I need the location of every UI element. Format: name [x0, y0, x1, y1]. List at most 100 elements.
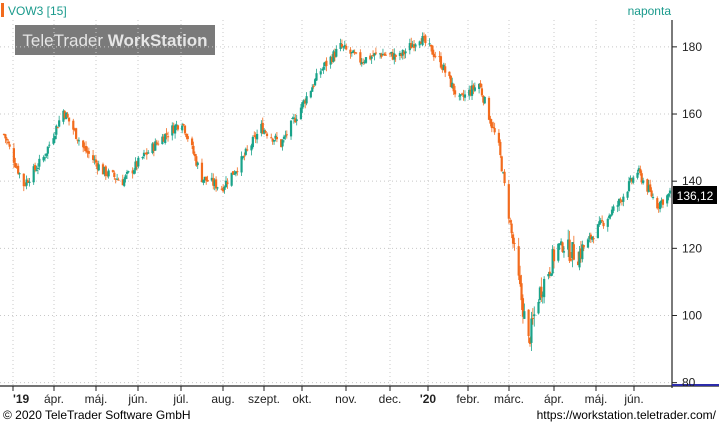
candle-up: [107, 170, 110, 177]
candle-up: [339, 43, 342, 49]
x-tick-label: júl.: [172, 392, 188, 406]
candle-up: [18, 173, 21, 175]
candle-down: [519, 275, 522, 285]
candle-up: [38, 158, 41, 167]
candle-up: [77, 140, 81, 142]
candle-down: [22, 173, 25, 187]
candle-down: [552, 249, 556, 262]
candle-up: [45, 153, 48, 156]
candle-up: [636, 172, 639, 178]
candle-up: [428, 43, 431, 45]
website-link[interactable]: https://workstation.teletrader.com/: [537, 408, 717, 422]
candle-up: [35, 169, 38, 171]
candle-up: [151, 143, 154, 153]
candle-down: [63, 111, 66, 118]
candle-up: [560, 241, 563, 245]
candle-up: [651, 196, 655, 198]
candle-down: [190, 138, 194, 146]
candle-up: [571, 242, 574, 259]
candle-down: [452, 83, 455, 92]
candle-down: [131, 170, 134, 174]
candle-down: [528, 337, 532, 344]
candle-up: [408, 43, 411, 51]
candle-up: [274, 135, 277, 139]
candle-up: [134, 161, 137, 170]
candle-down: [500, 156, 503, 172]
candle-up: [292, 117, 295, 119]
x-tick-label: okt.: [292, 392, 311, 406]
candle-up: [332, 51, 335, 62]
candle-up: [551, 249, 554, 274]
x-tick-label: febr.: [456, 392, 479, 406]
time-axis[interactable]: '19 ápr. máj. jún. júl. aug. szept. okt. nov. dec…: [12, 386, 644, 406]
candle-up: [299, 107, 303, 120]
candle-up: [363, 61, 366, 63]
interval-label[interactable]: naponta: [628, 4, 672, 18]
candle-down: [145, 152, 148, 155]
candle-up: [541, 294, 544, 296]
candle-down: [527, 309, 530, 336]
candle-up: [567, 239, 570, 250]
candle-up: [578, 251, 581, 268]
candle-up: [538, 287, 542, 300]
candle-up: [210, 177, 213, 181]
candle-up: [250, 145, 253, 151]
symbol-label[interactable]: VOW3 [15]: [8, 4, 67, 18]
candle-down: [380, 53, 383, 57]
candle-down: [215, 179, 218, 189]
candle-up: [622, 196, 625, 202]
candle-down: [462, 94, 465, 97]
watermark-badge: [15, 25, 215, 55]
candle-down: [195, 156, 198, 166]
candle-up: [272, 140, 276, 142]
candle-down: [384, 54, 387, 56]
candle-up: [478, 83, 481, 89]
candle-down: [472, 85, 475, 90]
candle-up: [390, 51, 393, 54]
candle-down: [91, 155, 95, 160]
candle-down: [193, 153, 196, 157]
candle-up: [164, 133, 167, 143]
candle-up: [142, 152, 146, 157]
candle-down: [403, 51, 406, 55]
candle-up: [523, 311, 526, 319]
candle-up: [173, 125, 177, 134]
candle-up: [470, 85, 474, 96]
candle-down: [72, 120, 75, 130]
candle-up: [557, 243, 560, 261]
candle-up: [315, 73, 318, 81]
candle-down: [509, 220, 512, 223]
candle-up: [125, 171, 129, 174]
candle-up: [463, 94, 467, 98]
x-tick-label: márc.: [494, 392, 524, 406]
candle-up: [343, 45, 346, 47]
candle-down: [412, 44, 416, 48]
candle-down: [656, 198, 659, 209]
candle-down: [26, 180, 30, 183]
candle-down: [83, 147, 86, 149]
candle-down: [431, 45, 434, 55]
candle-down: [162, 136, 165, 142]
watermark-text: TeleTrader WorkStation: [22, 31, 207, 50]
candle-down: [592, 238, 595, 240]
price-axis[interactable]: 80 100 120 140 160 180: [672, 40, 702, 390]
candle-down: [104, 166, 107, 176]
candle-up: [281, 140, 284, 147]
candle-down: [206, 179, 209, 182]
x-tick-label: jún.: [127, 392, 147, 406]
candle-up: [322, 66, 325, 70]
x-tick-label: aug.: [211, 392, 234, 406]
candle-up: [660, 200, 663, 204]
candle-up: [421, 35, 424, 46]
y-tick-label: 140: [682, 174, 702, 188]
candle-up: [404, 51, 407, 54]
candle-up: [62, 110, 65, 122]
candle-up: [65, 112, 68, 120]
candle-down: [420, 41, 423, 44]
candle-down: [480, 88, 484, 96]
candle-down: [94, 159, 98, 163]
candle-down: [106, 174, 109, 176]
candle-up: [360, 62, 363, 65]
candle-down: [155, 142, 158, 144]
candle-down: [280, 139, 283, 147]
